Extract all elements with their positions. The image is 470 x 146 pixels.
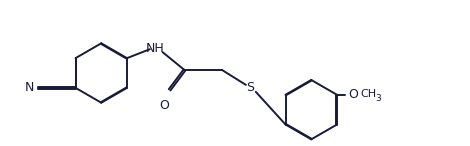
Text: O: O bbox=[348, 88, 358, 101]
Text: 3: 3 bbox=[375, 94, 381, 103]
Text: CH: CH bbox=[361, 89, 377, 99]
Text: S: S bbox=[246, 81, 254, 94]
Text: N: N bbox=[24, 81, 34, 94]
Text: O: O bbox=[160, 99, 170, 112]
Text: NH: NH bbox=[145, 42, 164, 55]
